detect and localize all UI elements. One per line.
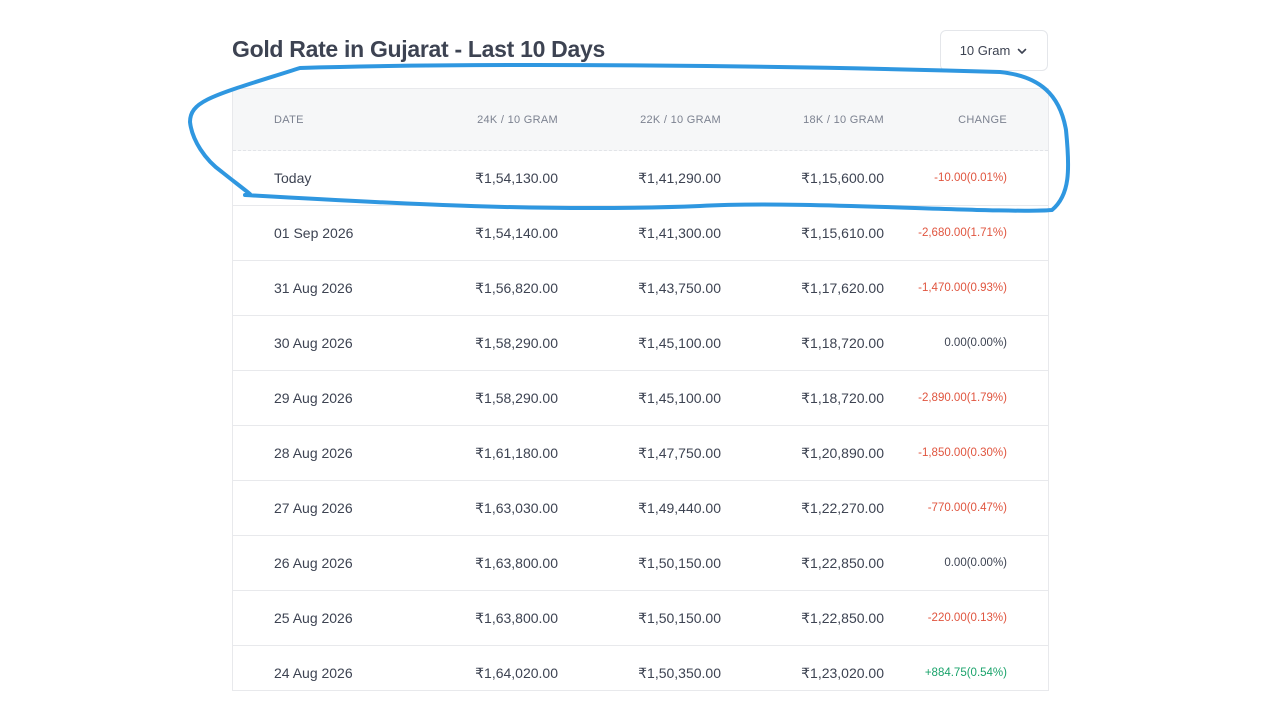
- cell-change: -770.00(0.47%): [927, 502, 1007, 514]
- table-row: 30 Aug 2026 ₹1,58,290.00 ₹1,45,100.00 ₹1,18…: [233, 316, 1048, 371]
- cell-date: 01 Sep 2026: [274, 225, 354, 241]
- chevron-down-icon: [1016, 45, 1028, 57]
- cell-24k: ₹1,58,290.00: [475, 334, 558, 351]
- cell-24k: ₹1,63,030.00: [475, 499, 558, 516]
- table-row: Today ₹1,54,130.00 ₹1,41,290.00 ₹1,15,600.0…: [233, 151, 1048, 206]
- cell-date: 25 Aug 2026: [274, 610, 353, 626]
- cell-22k: ₹1,45,100.00: [638, 334, 721, 351]
- cell-22k: ₹1,41,300.00: [638, 224, 721, 241]
- cell-18k: ₹1,18,720.00: [801, 334, 884, 351]
- cell-18k: ₹1,23,020.00: [801, 664, 884, 681]
- cell-date: 28 Aug 2026: [274, 445, 353, 461]
- cell-change: -1,470.00(0.93%): [918, 282, 1007, 294]
- cell-22k: ₹1,41,290.00: [638, 169, 721, 186]
- cell-date: 30 Aug 2026: [274, 335, 353, 351]
- cell-18k: ₹1,22,270.00: [801, 499, 884, 516]
- table-row: 29 Aug 2026 ₹1,58,290.00 ₹1,45,100.00 ₹1,18…: [233, 371, 1048, 426]
- cell-24k: ₹1,61,180.00: [475, 444, 558, 461]
- cell-change: -2,890.00(1.79%): [918, 392, 1007, 404]
- unit-select-dropdown[interactable]: 10 Gram: [940, 30, 1048, 71]
- cell-22k: ₹1,50,150.00: [638, 554, 721, 571]
- cell-date: 26 Aug 2026: [274, 555, 353, 571]
- cell-24k: ₹1,63,800.00: [475, 609, 558, 626]
- cell-change: -220.00(0.13%): [927, 612, 1007, 624]
- cell-24k: ₹1,54,140.00: [475, 224, 558, 241]
- cell-22k: ₹1,47,750.00: [638, 444, 721, 461]
- cell-24k: ₹1,56,820.00: [475, 279, 558, 296]
- page-title: Gold Rate in Gujarat - Last 10 Days: [232, 36, 605, 62]
- cell-24k: ₹1,64,020.00: [475, 664, 558, 681]
- header-18k: 18K / 10 GRAM: [803, 113, 884, 126]
- cell-date: 29 Aug 2026: [274, 390, 353, 406]
- cell-change: +884.75(0.54%): [924, 667, 1007, 679]
- cell-18k: ₹1,15,600.00: [801, 169, 884, 186]
- header-date: DATE: [274, 113, 304, 126]
- cell-change: 0.00(0.00%): [944, 557, 1007, 569]
- table-row: 26 Aug 2026 ₹1,63,800.00 ₹1,50,150.00 ₹1,22…: [233, 536, 1048, 591]
- table-header-row: DATE 24K / 10 GRAM 22K / 10 GRAM 18K / 1…: [233, 89, 1048, 151]
- table-row: 28 Aug 2026 ₹1,61,180.00 ₹1,47,750.00 ₹1,20…: [233, 426, 1048, 481]
- cell-change: -2,680.00(1.71%): [918, 227, 1007, 239]
- table-row: 31 Aug 2026 ₹1,56,820.00 ₹1,43,750.00 ₹1,17…: [233, 261, 1048, 316]
- cell-22k: ₹1,43,750.00: [638, 279, 721, 296]
- cell-24k: ₹1,54,130.00: [475, 169, 558, 186]
- unit-select-label: 10 Gram: [959, 43, 1011, 58]
- cell-18k: ₹1,18,720.00: [801, 389, 884, 406]
- table-row: 24 Aug 2026 ₹1,64,020.00 ₹1,50,350.00 ₹1,23…: [233, 646, 1048, 700]
- cell-18k: ₹1,17,620.00: [801, 279, 884, 296]
- cell-change: -10.00(0.01%): [934, 172, 1007, 184]
- cell-date: 24 Aug 2026: [274, 665, 353, 681]
- cell-18k: ₹1,22,850.00: [801, 609, 884, 626]
- cell-24k: ₹1,58,290.00: [475, 389, 558, 406]
- header-22k: 22K / 10 GRAM: [640, 113, 721, 126]
- cell-date: 31 Aug 2026: [274, 280, 353, 296]
- header-change: CHANGE: [958, 113, 1007, 126]
- table-row: 27 Aug 2026 ₹1,63,030.00 ₹1,49,440.00 ₹1,22…: [233, 481, 1048, 536]
- table-row: 01 Sep 2026 ₹1,54,140.00 ₹1,41,300.00 ₹1,15…: [233, 206, 1048, 261]
- cell-date: Today: [274, 170, 312, 186]
- cell-18k: ₹1,15,610.00: [801, 224, 884, 241]
- gold-rate-table: DATE 24K / 10 GRAM 22K / 10 GRAM 18K / 1…: [232, 88, 1049, 691]
- cell-22k: ₹1,50,350.00: [638, 664, 721, 681]
- header-24k: 24K / 10 GRAM: [477, 113, 558, 126]
- cell-22k: ₹1,50,150.00: [638, 609, 721, 626]
- cell-change: -1,850.00(0.30%): [918, 447, 1007, 459]
- cell-24k: ₹1,63,800.00: [475, 554, 558, 571]
- cell-date: 27 Aug 2026: [274, 500, 353, 516]
- cell-18k: ₹1,22,850.00: [801, 554, 884, 571]
- cell-22k: ₹1,49,440.00: [638, 499, 721, 516]
- cell-22k: ₹1,45,100.00: [638, 389, 721, 406]
- table-row: 25 Aug 2026 ₹1,63,800.00 ₹1,50,150.00 ₹1,22…: [233, 591, 1048, 646]
- cell-change: 0.00(0.00%): [944, 337, 1007, 349]
- cell-18k: ₹1,20,890.00: [801, 444, 884, 461]
